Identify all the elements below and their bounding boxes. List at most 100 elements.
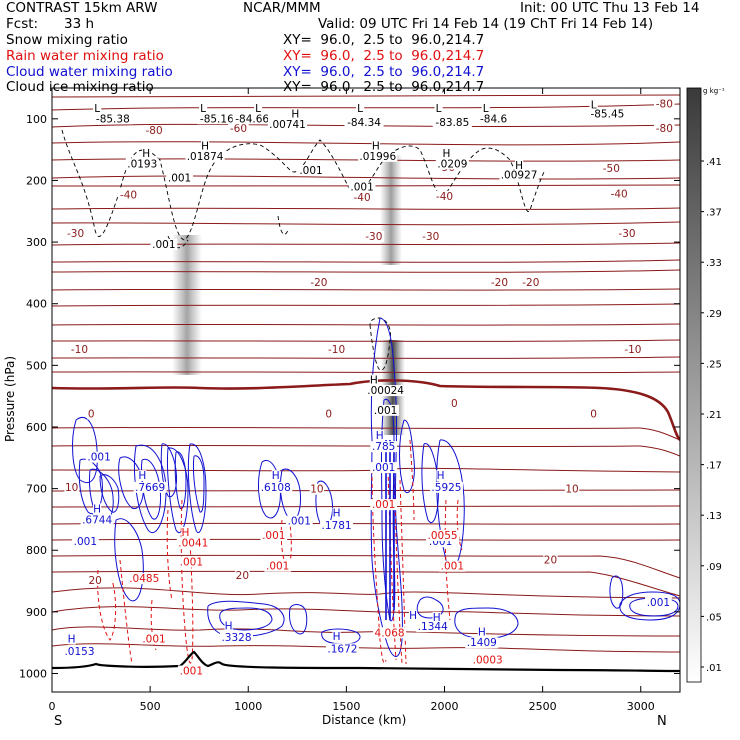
isotherm-line: [52, 141, 680, 146]
colorbar-ramp: [686, 87, 702, 683]
isotherm-line: [52, 538, 680, 541]
snow-label: -84.6: [480, 113, 507, 125]
x-tick-label: 1000: [234, 700, 262, 713]
y-tick-label: 1000: [19, 668, 47, 681]
isotherm-line: [52, 587, 680, 599]
rain-labels: H.0041.001.0485.001.001.001.0055.001.001…: [127, 499, 505, 678]
snow-label-bg: [499, 169, 539, 181]
rain-contour: [119, 559, 133, 665]
field-name-cloud-ice: Cloud ice mixing ratio: [6, 79, 154, 95]
isotherm-label-bg: [118, 189, 139, 201]
rain-label-bg: [181, 526, 190, 538]
snow-label-bg: [297, 165, 325, 177]
snow-label: L: [255, 103, 261, 115]
snow-label-bg: [372, 404, 400, 416]
cloud-water-label-bg: [285, 515, 313, 527]
snow-label-bg: [435, 158, 469, 170]
isotherm-line: [52, 103, 680, 111]
snow-label: H: [515, 160, 523, 172]
cloud-water-labels: .001H.7669H.6744.001H.6108.001H.1781H.78…: [62, 430, 672, 658]
isotherm-label: -80: [656, 123, 673, 135]
cloud-water-contour: [187, 443, 207, 533]
colorbar-label: .09: [706, 562, 722, 573]
isotherm-label: -40: [611, 188, 628, 200]
colorbar-unit: g kg⁻¹: [703, 87, 725, 95]
snow-label: L: [591, 100, 597, 112]
cloud-water-contour: [370, 317, 403, 657]
cloud-water-label: H: [225, 621, 233, 633]
snow-label-bg: [348, 181, 376, 193]
rain-contour: [399, 479, 407, 665]
field-name-cloud-water: Cloud water mixing ratio: [6, 64, 173, 80]
rain-contour: [456, 499, 463, 551]
isotherm-label-bg: [622, 343, 644, 355]
snow-label: .001: [168, 172, 191, 184]
rain-label: .001: [180, 556, 203, 568]
isotherm-label: 20: [544, 555, 557, 567]
isotherm-label-bg: [608, 188, 630, 200]
cloud-water-contour: [118, 456, 144, 510]
cloud-water-label: H: [272, 470, 280, 482]
snow-label-bg: [481, 102, 490, 114]
field-name-rain: Rain water mixing ratio: [6, 48, 164, 64]
snow-label: H: [291, 108, 299, 120]
cloud-water-contour: [258, 460, 281, 519]
rain-label: 4.068: [375, 627, 405, 639]
cloud-water-contour: [279, 468, 301, 522]
rain-label-bg: [471, 654, 505, 666]
isotherm-label-bg: [228, 123, 249, 135]
cloud-water-label-bg: [67, 633, 76, 645]
colorbar-label: .41: [706, 157, 722, 168]
isotherm-label-bg: [87, 408, 96, 420]
cloud-water-label: H: [333, 508, 341, 520]
cloud-water-label-bg: [325, 643, 359, 655]
cloud-water-label: H: [437, 470, 445, 482]
isotherm-label: -80: [656, 98, 673, 110]
cloud-water-contour: [454, 607, 519, 639]
rain-label: .001: [372, 499, 395, 511]
snow-label-bg: [93, 113, 133, 125]
snow-label: L: [357, 103, 363, 115]
isotherm-label-bg: [65, 227, 86, 239]
x-tick-label: 3000: [627, 700, 655, 713]
cloud-water-label-bg: [93, 503, 102, 515]
x-end-label-south: S: [54, 714, 62, 729]
rain-label-bg: [373, 627, 407, 639]
isotherm-line: [52, 207, 680, 210]
snow-label-bg: [267, 118, 308, 130]
isotherm-label: -10: [71, 344, 88, 356]
isotherm-label: 0: [451, 398, 458, 410]
isotherm-label: -40: [353, 192, 370, 204]
cloud-water-label-bg: [427, 536, 454, 548]
snow-label: .00927: [501, 169, 538, 181]
field-name-snow: Snow mixing ratio: [6, 32, 128, 48]
snow-label-bg: [166, 172, 193, 184]
cloud-water-label: .001: [87, 452, 110, 464]
isotherm-label-bg: [589, 408, 598, 420]
y-tick-label: 400: [26, 298, 47, 311]
snow-label-bg: [93, 102, 102, 114]
isotherm-label: -10: [624, 344, 641, 356]
isotherm-label: -20: [522, 277, 539, 289]
snow-label: L: [483, 103, 489, 115]
snow-label-bg: [477, 113, 511, 125]
snow-label-bg: [434, 102, 443, 114]
x-end-label-north: N: [657, 714, 667, 729]
rain-label: .001: [441, 561, 464, 573]
x-tick-label: 2000: [431, 700, 459, 713]
isotherm-line: [52, 606, 680, 617]
isotherm-label: 0: [325, 409, 332, 421]
isotherm-line: [52, 175, 680, 180]
rain-label-bg: [177, 556, 205, 568]
cloud-water-label: H: [68, 633, 76, 645]
snow-label: .0209: [437, 158, 467, 170]
isotherm-line: [52, 522, 680, 525]
snow-label: -85.45: [590, 108, 624, 120]
snow-label-bg: [142, 147, 151, 159]
isotherm-label: 10: [565, 484, 578, 496]
snow-label: .01874: [187, 151, 224, 163]
snow-label: H: [142, 148, 150, 160]
cloud-water-label: .1409: [467, 637, 497, 649]
snow-label-bg: [442, 147, 451, 159]
